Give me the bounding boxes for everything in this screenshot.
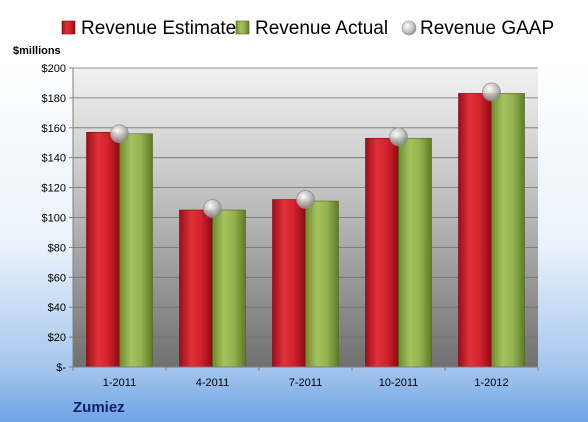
legend-item-revenue-estimate: Revenue Estimate [61,18,236,39]
marker-revenue-gaap [296,190,315,209]
marker-revenue-gaap [389,127,408,147]
legend-marker-revenue-gaap [401,20,417,36]
y-axis-ticks: $- $20 $40 $60 $80 $100 $120 $140 $160 $180 $200 [42,63,73,374]
legend-item-revenue-actual: Revenue Actual [235,18,388,39]
marker-revenue-gaap [203,199,222,218]
legend-item-revenue-gaap: Revenue GAAP [401,18,554,39]
y-tick-label: $100 [42,213,66,225]
y-tick-label: $140 [42,153,66,165]
y-tick-label: $20 [48,332,66,344]
bar-revenue-estimate [272,199,306,368]
bar-revenue-actual [398,137,432,368]
bar-revenue-actual [305,200,339,368]
legend-label-revenue-estimate: Revenue Estimate [81,18,236,39]
x-axis-ticks: 1-2011 4-2011 7-2011 10-2011 1-2012 [72,367,539,389]
marker-revenue-gaap [482,82,501,102]
y-tick-label: $- [56,362,66,374]
bar-revenue-actual [491,93,525,368]
bar-revenue-estimate [458,93,492,368]
gaap-markers [110,82,501,218]
x-tick-label: 10-2011 [379,377,419,389]
marker-revenue-gaap [110,124,129,144]
bar-revenue-actual [212,209,246,368]
x-tick-label: 4-2011 [196,377,229,389]
y-tick-label: $160 [42,123,66,135]
x-tick-label: 1-2011 [103,377,136,389]
y-tick-label: $60 [48,272,66,284]
y-tick-label: $80 [48,242,66,254]
bars [86,93,525,368]
x-tick-label: 1-2012 [474,377,508,389]
y-tick-label: $180 [42,93,66,105]
bar-revenue-estimate [179,209,213,368]
y-tick-label: $40 [48,302,66,314]
company-label: Zumiez [73,399,125,416]
y-tick-label: $120 [42,183,66,195]
bar-revenue-estimate [365,137,399,368]
bar-revenue-actual [119,133,153,368]
bar-revenue-estimate [86,131,120,368]
legend-swatch-revenue-actual [235,20,250,35]
legend-label-revenue-actual: Revenue Actual [255,18,388,39]
legend: Revenue Estimate Revenue Actual Revenue … [61,18,554,39]
y-tick-label: $200 [42,63,66,75]
legend-label-revenue-gaap: Revenue GAAP [420,18,554,39]
legend-swatch-revenue-estimate [61,20,76,35]
x-tick-label: 7-2011 [289,377,322,389]
y-axis-unit-label: $millions [13,45,61,57]
